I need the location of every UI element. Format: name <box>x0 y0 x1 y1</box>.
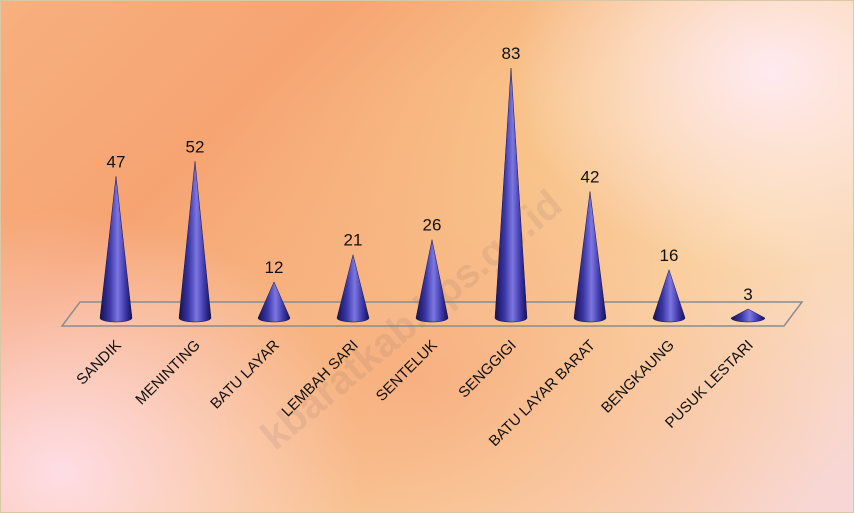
category-label-batu-layar: BATU LAYAR <box>207 337 283 413</box>
data-label-batu-layar-barat: 42 <box>581 167 600 186</box>
cone-bar-batu-layar-barat <box>573 191 607 323</box>
category-label-bengkaung: BENGKAUNG <box>598 337 678 417</box>
data-label-senggigi: 83 <box>502 44 521 63</box>
cone-bar-bengkaung <box>652 269 686 323</box>
cone-bar-sandik <box>99 176 133 323</box>
cone-bar-meninting <box>178 161 212 323</box>
data-label-lembah-sari: 21 <box>344 231 363 250</box>
data-label-meninting: 52 <box>186 137 205 156</box>
data-label-senteluk: 26 <box>423 216 442 235</box>
cone-bar-senteluk <box>415 239 449 323</box>
category-label-sandik: SANDIK <box>73 337 125 389</box>
cone-bar-senggigi <box>494 67 528 323</box>
category-label-pusuk-lestari: PUSUK LESTARI <box>662 337 757 432</box>
cone-bar-batu-layar <box>257 281 291 323</box>
data-label-sandik: 47 <box>107 152 126 171</box>
category-label-senggigi: SENGGIGI <box>455 337 519 401</box>
cone-bar-pusuk-lestari <box>730 308 766 323</box>
category-label-meninting: MENINTING <box>132 337 204 409</box>
cone-bar-lembah-sari <box>336 254 370 323</box>
data-label-pusuk-lestari: 3 <box>743 285 752 304</box>
data-label-batu-layar: 12 <box>265 258 284 277</box>
data-label-bengkaung: 16 <box>660 246 679 265</box>
